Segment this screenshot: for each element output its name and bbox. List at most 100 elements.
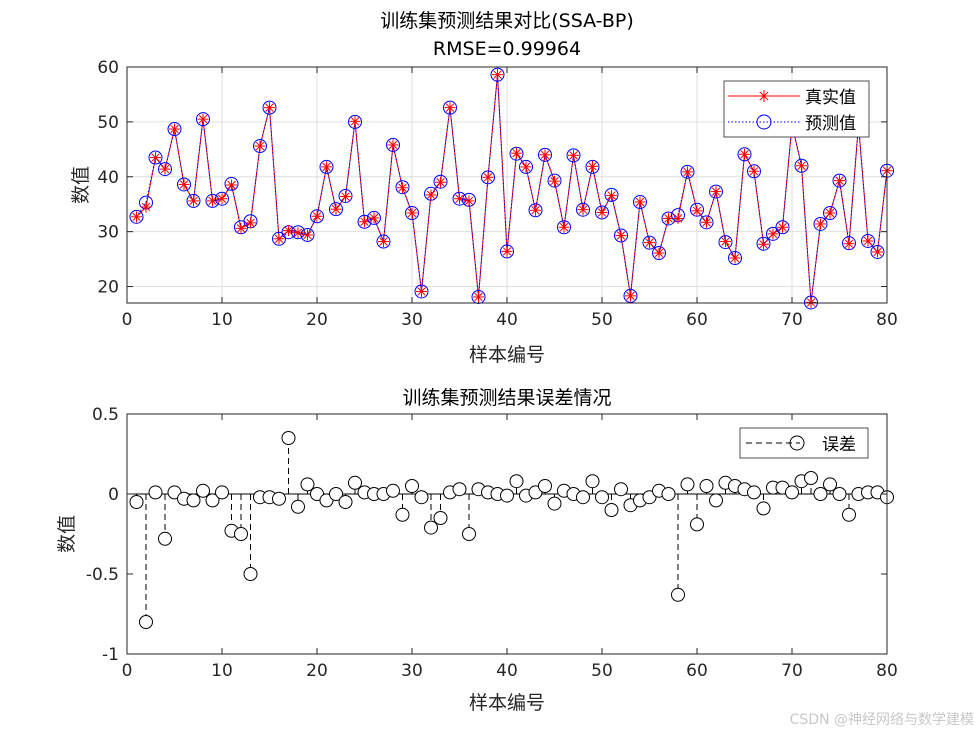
stem-marker (832, 487, 847, 501)
point-pred (528, 203, 543, 218)
point-pred (148, 150, 163, 165)
point-pred (215, 191, 229, 206)
point-pred (614, 228, 628, 243)
y-tick-label: 60 (97, 58, 119, 78)
point-pred (823, 205, 837, 220)
point-true (615, 229, 627, 241)
point-pred (737, 147, 752, 162)
series-group-2 (127, 431, 894, 629)
point-true (378, 236, 389, 248)
point-true (748, 165, 760, 177)
stem-marker (462, 527, 476, 541)
point-pred (490, 67, 505, 82)
point-true (349, 115, 361, 127)
point-pred (414, 284, 429, 299)
point-true (720, 236, 731, 248)
stem-marker (272, 491, 286, 506)
point-pred (319, 159, 334, 174)
point-pred (443, 100, 457, 115)
stem-marker (813, 487, 828, 501)
stem-marker (699, 479, 714, 493)
stem-marker (842, 507, 856, 522)
legend-2: 误差 (739, 427, 869, 459)
y-tick-label: 0 (108, 485, 119, 505)
x-tick-label: 20 (306, 310, 328, 330)
point-true (558, 221, 570, 233)
point-pred (576, 202, 590, 217)
point-true (425, 189, 437, 201)
stem-marker (671, 587, 685, 602)
stem-marker (500, 488, 514, 503)
stem-marker (281, 431, 296, 445)
y-tick-label: -1 (102, 645, 119, 665)
stem-marker (424, 520, 438, 535)
chart-title-1: 训练集预测结果对比(SSA-BP) (380, 10, 634, 32)
point-true (729, 252, 741, 264)
point-true (197, 113, 209, 125)
x-axis-label-2: 样本编号 (469, 692, 545, 714)
stem-marker (604, 503, 619, 517)
point-true (577, 204, 589, 216)
stem-marker (291, 499, 305, 514)
stem-marker (329, 487, 343, 501)
stem-marker (243, 567, 258, 581)
legend-marker-true (758, 90, 770, 102)
point-pred (566, 148, 581, 163)
y-axis-label-2: 数值 (56, 515, 78, 553)
point-true (587, 160, 598, 172)
point-pred (633, 195, 647, 210)
point-true (777, 221, 788, 233)
point-true (739, 148, 750, 160)
point-true (264, 102, 275, 114)
x-axis-label-1: 样本编号 (469, 344, 545, 366)
point-true (511, 147, 522, 159)
point-pred (509, 146, 524, 161)
y-tick-label: 20 (97, 278, 119, 298)
legend-marker-pred (756, 114, 772, 130)
point-pred (709, 184, 723, 199)
point-pred (519, 159, 533, 174)
stem-marker (405, 479, 419, 493)
point-pred (405, 205, 419, 220)
point-pred (395, 180, 410, 195)
stem-marker (158, 531, 172, 546)
point-pred (813, 216, 828, 231)
point-pred (367, 210, 381, 225)
stem-marker (205, 493, 220, 508)
point-pred (357, 214, 372, 229)
x-tick-label: 10 (211, 310, 233, 330)
point-true (387, 139, 399, 151)
point-true (454, 193, 465, 205)
point-pred (177, 177, 191, 192)
point-true (625, 290, 636, 302)
stem-marker (348, 475, 362, 490)
stem-marker (690, 517, 704, 532)
point-pred (300, 227, 315, 242)
point-pred (310, 209, 324, 224)
y-tick-label: 0.5 (92, 405, 119, 425)
point-true (368, 212, 380, 224)
point-pred (196, 112, 210, 127)
x-tick-label: 80 (876, 661, 898, 681)
point-true (710, 186, 722, 198)
stem-marker (747, 485, 761, 500)
point-pred (652, 246, 666, 261)
point-pred (348, 114, 362, 129)
x-tick-label: 0 (122, 661, 133, 681)
comparison-chart: 0 10 20 30 40 50 60 70 80 20 30 40 50 60 训练集预测结果对比(SS… (70, 10, 898, 366)
point-pred (642, 235, 657, 250)
x-tick-label: 20 (306, 661, 328, 681)
ticks-2: 0 10 20 30 40 50 60 70 80 -1 -0.5 0 0.5 (86, 405, 898, 681)
x-tick-label: 50 (591, 661, 613, 681)
stem-marker (823, 477, 837, 492)
point-true (321, 161, 332, 173)
point-true (691, 205, 703, 217)
stem-marker (139, 615, 153, 629)
legend-label-pred: 预测值 (805, 114, 856, 134)
point-true (482, 171, 494, 183)
watermark: CSDN @神经网络与数学建模 (789, 712, 974, 728)
x-tick-label: 30 (401, 310, 423, 330)
chart-title-2: 训练集预测结果误差情况 (402, 387, 611, 409)
stem-marker (576, 490, 590, 505)
stem-marker (680, 477, 695, 492)
